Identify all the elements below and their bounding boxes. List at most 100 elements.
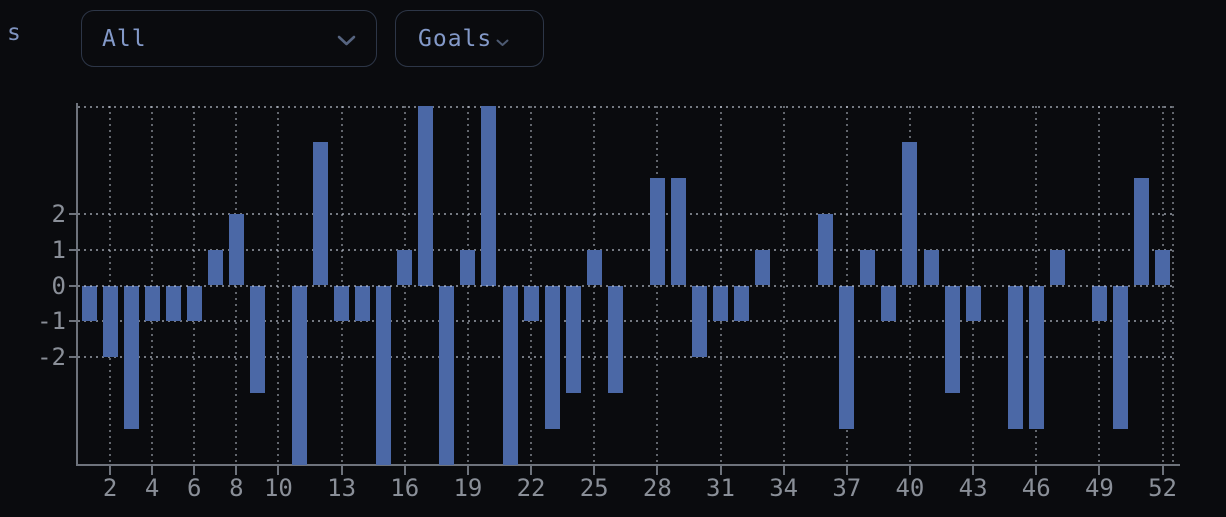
x-tick-label-28: 28 (642, 474, 672, 502)
bar-week-40 (902, 141, 918, 286)
x-tick-49 (1098, 466, 1101, 475)
x-tick-label-46: 46 (1021, 474, 1051, 502)
x-tick-10 (277, 466, 280, 475)
y-tick--1 (69, 320, 77, 323)
x-tick-label-13: 13 (327, 474, 357, 502)
x-tick-label-8: 8 (229, 474, 244, 502)
bar-week-43 (965, 285, 981, 322)
bar-week-31 (713, 285, 728, 322)
x-tick-label-40: 40 (895, 474, 925, 502)
bar-week-46 (1028, 285, 1044, 430)
bar-week-5 (165, 285, 181, 322)
bar-week-14 (355, 285, 371, 322)
bar-week-32 (734, 285, 750, 322)
bar-week-28 (649, 177, 665, 286)
bar-week-22 (523, 285, 539, 322)
bar-week-23 (544, 285, 560, 430)
chevron-down-icon (496, 27, 509, 53)
h-gridline--1 (78, 320, 1174, 323)
x-tick-13 (340, 466, 343, 475)
x-tick-4 (151, 466, 154, 475)
y-tick-1 (69, 248, 77, 251)
bar-week-18 (439, 285, 455, 465)
metric-dropdown-button[interactable]: Goals (395, 10, 544, 67)
bar-week-24 (565, 285, 581, 394)
bar-week-3 (123, 285, 139, 430)
bar-week-12 (313, 141, 329, 286)
y-tick--2 (69, 356, 77, 359)
bar-week-2 (102, 285, 118, 358)
x-tick-40 (908, 466, 911, 475)
bar-week-49 (1091, 285, 1107, 322)
x-tick-28 (656, 466, 659, 475)
x-tick-34 (782, 466, 785, 475)
chevron-down-icon (337, 26, 356, 52)
bar-week-17 (418, 106, 434, 286)
bar-week-21 (502, 285, 518, 465)
bar-week-45 (1007, 285, 1023, 430)
x-tick-label-10: 10 (263, 474, 293, 502)
x-tick-label-19: 19 (453, 474, 483, 502)
x-tick-6 (193, 466, 196, 475)
bar-week-6 (186, 285, 202, 322)
h-gridline-2 (78, 212, 1174, 215)
bar-week-25 (586, 249, 602, 286)
x-tick-19 (466, 466, 469, 475)
h-gridline--2 (78, 356, 1174, 359)
bar-week-42 (944, 285, 960, 394)
x-tick-label-2: 2 (102, 474, 118, 502)
x-tick-25 (593, 466, 596, 475)
x-tick-16 (403, 466, 406, 475)
bar-week-19 (460, 249, 476, 286)
h-gridline-1 (78, 248, 1174, 251)
bar-week-52 (1155, 249, 1171, 286)
bar-week-47 (1049, 249, 1065, 286)
y-axis-line (76, 103, 78, 466)
bar-week-13 (334, 285, 350, 322)
bar-week-15 (376, 285, 392, 465)
x-tick-label-6: 6 (187, 474, 202, 502)
bar-week-38 (860, 249, 876, 286)
bar-week-33 (755, 249, 771, 286)
x-tick-label-22: 22 (516, 474, 546, 502)
x-tick-label-34: 34 (769, 474, 799, 502)
y-tick-2 (69, 212, 77, 215)
cropped-left-text: s (7, 20, 21, 46)
plot-area (78, 106, 1174, 465)
bar-week-1 (81, 285, 97, 322)
x-tick-label-49: 49 (1084, 474, 1114, 502)
y-tick-label-2: 2 (51, 199, 66, 228)
x-tick-22 (530, 466, 533, 475)
x-tick-52 (1161, 466, 1164, 475)
x-tick-37 (845, 466, 848, 475)
x-tick-label-4: 4 (144, 474, 160, 502)
bar-week-36 (818, 213, 834, 286)
x-tick-label-31: 31 (706, 474, 735, 502)
x-axis-line (76, 464, 1180, 466)
filter-dropdown[interactable]: All (81, 10, 377, 67)
bar-week-50 (1112, 285, 1128, 430)
y-tick-label--2: -2 (37, 343, 66, 372)
bar-week-4 (144, 285, 160, 322)
x-tick-8 (235, 466, 238, 475)
filter-dropdown-value: All (102, 25, 147, 52)
x-tick-label-52: 52 (1148, 474, 1177, 502)
bar-week-39 (881, 285, 897, 322)
x-tick-46 (1035, 466, 1038, 475)
x-tick-label-43: 43 (958, 474, 988, 502)
bar-week-51 (1134, 177, 1149, 286)
bar-week-29 (670, 177, 686, 286)
y-tick-label--1: -1 (37, 307, 66, 336)
bar-week-7 (207, 249, 223, 286)
bar-week-41 (923, 249, 939, 286)
x-tick-43 (972, 466, 975, 475)
bar-week-8 (228, 213, 244, 286)
y-tick-label-1: 1 (51, 235, 66, 264)
metric-dropdown-label: Goals (418, 25, 493, 52)
y-tick-0 (69, 284, 77, 287)
bar-week-11 (292, 285, 307, 465)
bar-week-20 (481, 106, 497, 286)
bar-week-16 (397, 249, 413, 286)
x-tick-31 (719, 466, 722, 475)
